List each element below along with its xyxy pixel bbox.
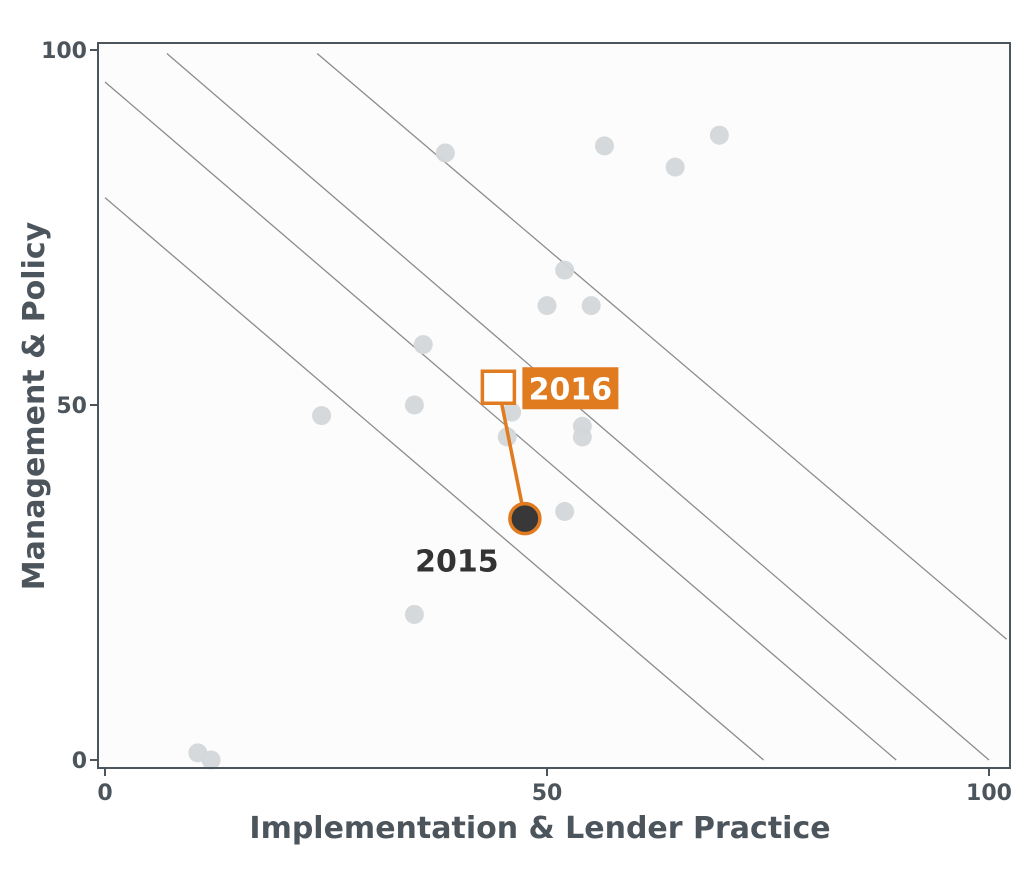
data-point bbox=[435, 143, 455, 163]
y-axis-title: Management & Policy bbox=[17, 221, 52, 590]
data-point bbox=[404, 604, 424, 624]
label-2016: 2016 bbox=[529, 372, 613, 407]
highlight-layer: 2016 2015 bbox=[415, 367, 619, 580]
x-axis-title: Implementation & Lender Practice bbox=[249, 811, 830, 846]
highlight-connector bbox=[496, 386, 527, 519]
x-tick-label: 0 bbox=[97, 781, 112, 806]
highlight-2016-marker bbox=[480, 369, 517, 405]
data-point bbox=[709, 125, 729, 145]
x-tick-label: 100 bbox=[966, 781, 1012, 806]
y-tick-label: 50 bbox=[56, 394, 87, 419]
axis-ticks: 0 50 100 0 50 100 bbox=[41, 39, 1012, 806]
data-points bbox=[188, 125, 729, 770]
data-point bbox=[413, 335, 433, 355]
x-tick-label: 50 bbox=[532, 781, 563, 806]
data-point bbox=[312, 406, 332, 426]
reference-line bbox=[104, 197, 765, 761]
data-point bbox=[665, 157, 685, 177]
data-point bbox=[537, 296, 557, 316]
data-point bbox=[201, 750, 221, 770]
reference-line bbox=[104, 81, 897, 761]
highlight-2015-marker bbox=[508, 501, 542, 536]
data-point bbox=[594, 136, 614, 156]
data-point bbox=[581, 296, 601, 316]
data-point bbox=[502, 402, 522, 422]
reference-line bbox=[316, 53, 1008, 640]
label-2015: 2015 bbox=[415, 545, 499, 580]
label-2016-box bbox=[522, 367, 619, 410]
data-point bbox=[404, 395, 424, 415]
data-point bbox=[555, 260, 575, 280]
y-tick-label: 100 bbox=[41, 39, 87, 64]
data-point bbox=[555, 502, 575, 521]
y-tick-label: 0 bbox=[72, 749, 87, 774]
data-point bbox=[572, 427, 592, 447]
